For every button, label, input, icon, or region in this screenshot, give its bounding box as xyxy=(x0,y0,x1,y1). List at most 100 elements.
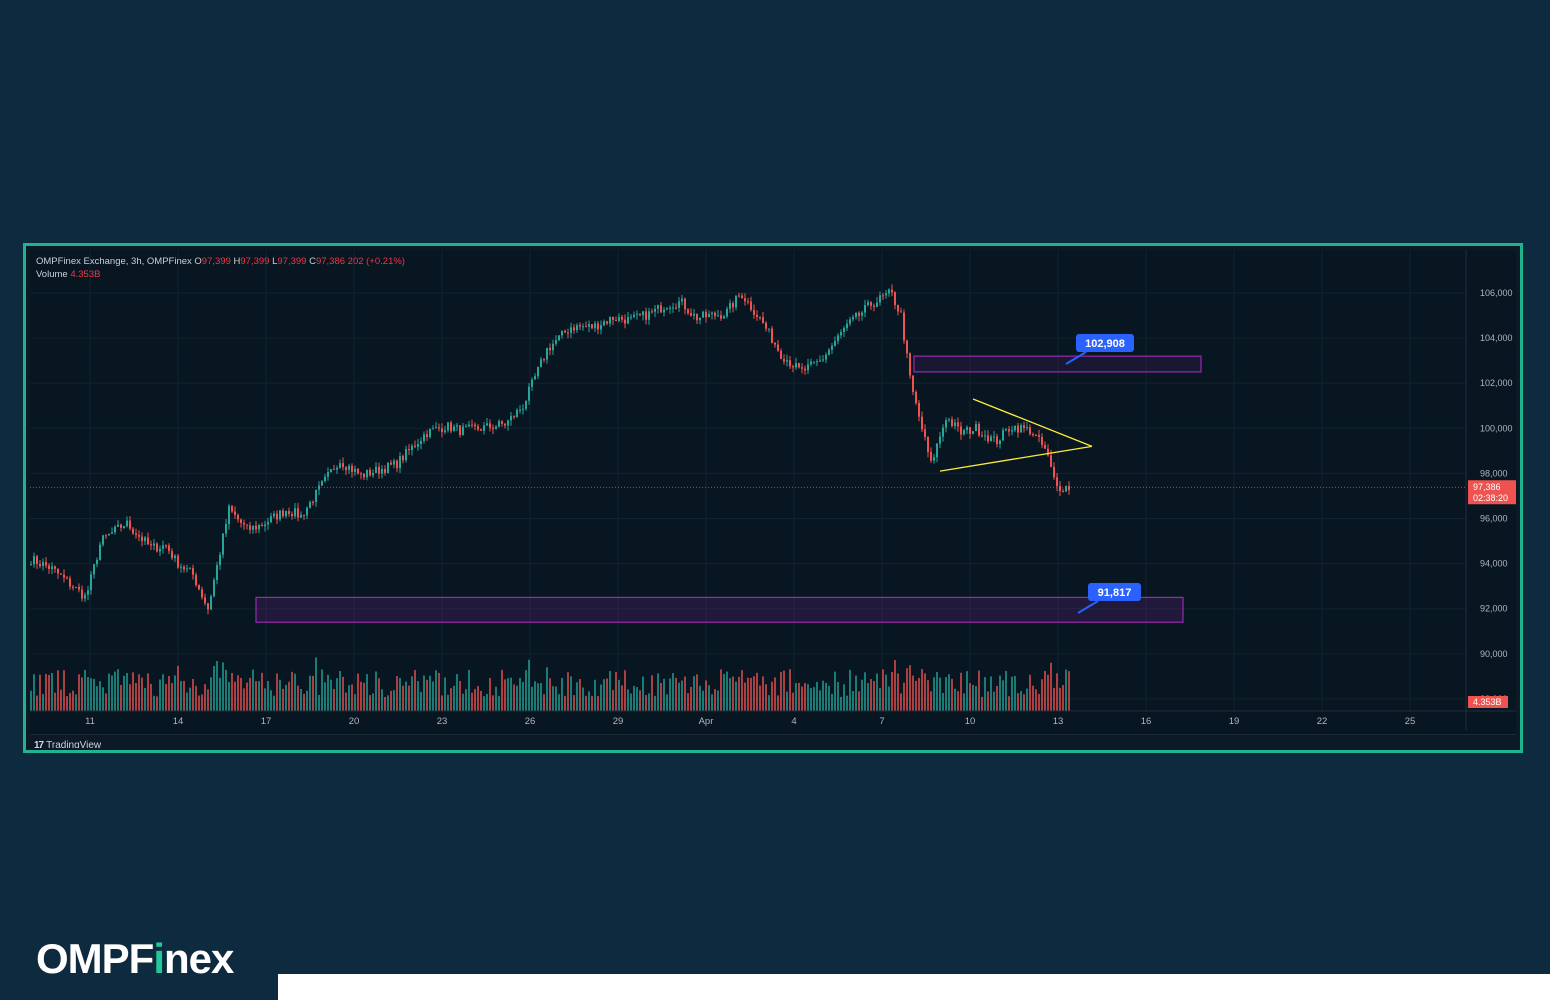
candle-body xyxy=(765,322,767,329)
tradingview-logo[interactable]: 17 TradingView xyxy=(34,740,101,748)
volume-bar xyxy=(150,683,152,711)
volume-bar xyxy=(405,681,407,711)
volume-bar xyxy=(384,696,386,711)
candle-body xyxy=(279,510,281,520)
volume-bar xyxy=(312,675,314,711)
candle-body xyxy=(714,312,716,316)
volume-bar xyxy=(66,696,68,711)
chart-footer: 17 TradingView xyxy=(30,734,1516,748)
candle-body xyxy=(1041,436,1043,445)
volume-bar xyxy=(1014,675,1016,711)
chart-canvas[interactable]: 102,908 91,817 106,000 104,000 102,000 100,00… xyxy=(30,250,1516,730)
candle xyxy=(150,540,152,551)
candle-body xyxy=(270,516,272,523)
candle-body xyxy=(318,485,320,490)
candle xyxy=(111,527,113,535)
candle-body xyxy=(60,573,62,575)
candle-body xyxy=(198,585,200,590)
volume-bar xyxy=(276,673,278,711)
candle xyxy=(354,465,356,476)
candle xyxy=(636,310,638,320)
candle-body xyxy=(630,316,632,318)
volume-bar xyxy=(279,679,281,711)
volume-bar xyxy=(1044,671,1046,711)
tradingview-chart[interactable]: 102,908 91,817 106,000 104,000 102,000 100,00… xyxy=(30,250,1516,748)
time-tick: 4 xyxy=(791,716,796,727)
volume-bar xyxy=(594,679,596,711)
candle-body xyxy=(726,308,728,317)
candle-body xyxy=(489,423,491,428)
candle-body xyxy=(603,321,605,326)
volume-bar xyxy=(771,681,773,711)
candle-body xyxy=(123,526,125,528)
volume-bar xyxy=(288,681,290,711)
candle-body xyxy=(966,427,968,431)
candle xyxy=(1044,441,1046,450)
candle xyxy=(33,552,35,568)
candle-body xyxy=(1032,434,1034,436)
candle xyxy=(954,418,956,430)
price-tick: 96,000 xyxy=(1480,514,1508,524)
volume-bar xyxy=(507,678,509,711)
candle-body xyxy=(258,525,260,530)
volume-bar xyxy=(525,670,527,711)
candle-body xyxy=(501,421,503,424)
volume-bar xyxy=(339,670,341,711)
candle-body xyxy=(753,309,755,315)
candle-body xyxy=(849,319,851,324)
volume-bar xyxy=(714,689,716,711)
candle xyxy=(102,534,104,547)
candle-body xyxy=(342,463,344,468)
candle-body xyxy=(204,597,206,604)
candle xyxy=(972,430,974,435)
candle-body xyxy=(129,520,131,529)
candle xyxy=(729,299,731,313)
candle-body xyxy=(1026,427,1028,429)
symbol-label[interactable]: OMPFinex Exchange, 3h, OMPFinex xyxy=(36,256,192,267)
candle-body xyxy=(213,580,215,597)
volume-bar xyxy=(621,685,623,711)
candle xyxy=(999,439,1001,449)
candle-body xyxy=(93,564,95,575)
volume-bar xyxy=(1017,693,1019,711)
volume-bar xyxy=(549,678,551,711)
candle-body xyxy=(264,524,266,527)
candle xyxy=(624,314,626,329)
candle-body xyxy=(390,462,392,465)
candle xyxy=(468,420,470,428)
candle xyxy=(567,328,569,339)
volume-bar xyxy=(444,677,446,711)
volume-bar xyxy=(291,671,293,711)
candle-body xyxy=(378,466,380,474)
candle-body xyxy=(540,359,542,367)
volume-label[interactable]: Volume xyxy=(36,269,68,280)
candle xyxy=(144,535,146,545)
symbol-header: OMPFinex Exchange, 3h, OMPFinex O97,399 … xyxy=(36,256,405,267)
candle xyxy=(261,522,263,527)
volume-bar xyxy=(1029,674,1031,711)
volume-bar xyxy=(114,671,116,711)
candle xyxy=(813,361,815,365)
candle xyxy=(330,469,332,473)
volume-bar xyxy=(786,691,788,711)
volume-bar xyxy=(684,676,686,711)
candle-body xyxy=(705,311,707,318)
candle xyxy=(822,354,824,362)
volume-bar xyxy=(867,683,869,711)
candle-body xyxy=(339,463,341,468)
candle xyxy=(255,520,257,534)
candle-body xyxy=(987,435,989,442)
volume-bar xyxy=(345,692,347,711)
candle xyxy=(399,452,401,474)
volume-bar xyxy=(189,687,191,711)
volume-header: Volume 4.353B xyxy=(36,269,100,280)
candle-body xyxy=(294,508,296,517)
candle xyxy=(438,423,440,432)
candle-body xyxy=(918,403,920,417)
candle-body xyxy=(744,298,746,302)
candle xyxy=(270,512,272,524)
candle xyxy=(1011,425,1013,436)
volume-bar xyxy=(987,691,989,711)
volume-bar xyxy=(855,675,857,711)
candle-body xyxy=(66,577,68,579)
